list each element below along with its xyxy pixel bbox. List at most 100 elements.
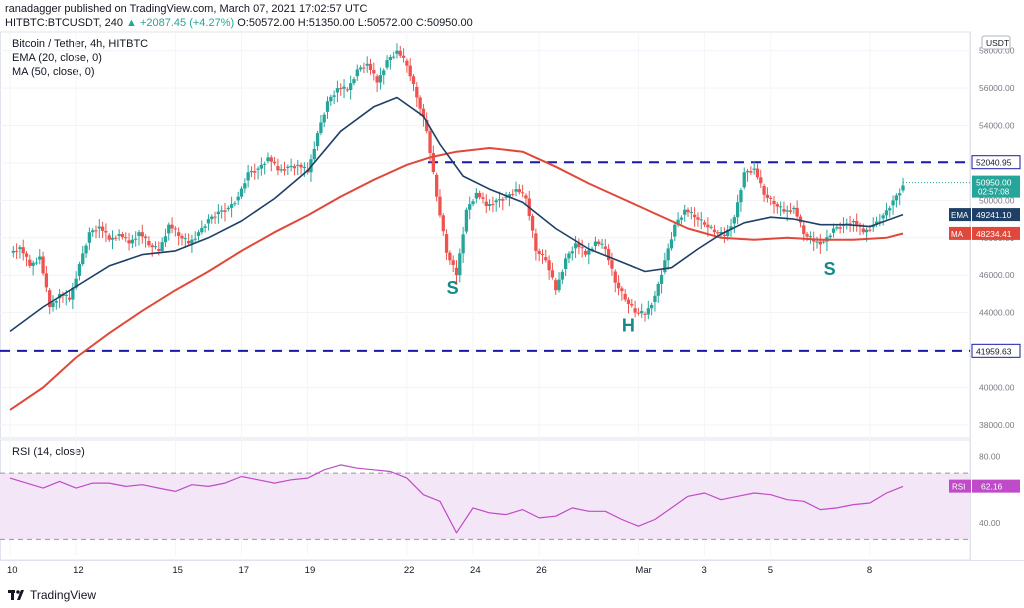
candle-body[interactable]	[160, 242, 164, 251]
candle-body[interactable]	[120, 234, 125, 238]
candle-body[interactable]	[167, 224, 171, 234]
candle-body[interactable]	[537, 250, 541, 255]
candle-body[interactable]	[881, 215, 885, 219]
candle-body[interactable]	[216, 211, 221, 215]
candle-body[interactable]	[24, 253, 29, 257]
candle-body[interactable]	[835, 227, 839, 229]
candle-body[interactable]	[345, 89, 350, 91]
candle-body[interactable]	[884, 210, 889, 216]
candle-body[interactable]	[633, 308, 637, 313]
candle-body[interactable]	[355, 69, 359, 77]
candle-body[interactable]	[563, 258, 568, 269]
candle-body[interactable]	[878, 221, 882, 223]
candle-body[interactable]	[706, 224, 710, 228]
candle-body[interactable]	[150, 245, 154, 248]
candle-body[interactable]	[716, 232, 720, 234]
candle-body[interactable]	[818, 241, 822, 245]
candle-body[interactable]	[805, 234, 809, 237]
candle-body[interactable]	[659, 274, 664, 284]
candle-body[interactable]	[451, 260, 455, 265]
candle-body[interactable]	[891, 200, 895, 206]
candle-body[interactable]	[392, 56, 396, 58]
candle-body[interactable]	[517, 189, 521, 193]
candle-body[interactable]	[137, 232, 141, 236]
candle-body[interactable]	[772, 201, 776, 205]
candle-body[interactable]	[163, 236, 168, 243]
candle-body[interactable]	[613, 271, 617, 283]
candle-body[interactable]	[606, 249, 611, 261]
candle-body[interactable]	[173, 228, 178, 230]
candle-body[interactable]	[673, 224, 677, 237]
candle-body[interactable]	[196, 232, 201, 236]
candle-body[interactable]	[534, 233, 538, 251]
candle-body[interactable]	[573, 243, 578, 249]
candle-body[interactable]	[838, 227, 842, 229]
candle-body[interactable]	[213, 216, 217, 218]
candle-body[interactable]	[815, 241, 819, 243]
candle-body[interactable]	[177, 232, 181, 236]
candle-body[interactable]	[325, 101, 330, 112]
candle-body[interactable]	[593, 241, 598, 246]
candle-body[interactable]	[798, 216, 803, 223]
candle-body[interactable]	[329, 96, 333, 102]
candle-body[interactable]	[299, 164, 303, 168]
candle-body[interactable]	[107, 235, 111, 240]
candle-body[interactable]	[689, 211, 693, 213]
candle-body[interactable]	[874, 221, 879, 225]
candle-body[interactable]	[501, 199, 505, 201]
candle-body[interactable]	[636, 312, 641, 314]
ma50-line[interactable]	[9, 147, 904, 411]
candle-body[interactable]	[487, 204, 492, 206]
candle-body[interactable]	[335, 88, 340, 93]
candle-body[interactable]	[868, 229, 872, 231]
ema-legend[interactable]: EMA (20, close, 0)	[12, 52, 102, 64]
candle-body[interactable]	[415, 86, 419, 98]
candle-body[interactable]	[77, 264, 82, 276]
candle-body[interactable]	[97, 226, 101, 229]
candle-body[interactable]	[643, 313, 647, 315]
candle-body[interactable]	[385, 60, 389, 68]
candle-body[interactable]	[570, 251, 574, 254]
candle-body[interactable]	[583, 250, 588, 255]
candle-body[interactable]	[762, 186, 766, 195]
candle-body[interactable]	[425, 119, 429, 132]
candle-body[interactable]	[484, 201, 488, 206]
candle-body[interactable]	[520, 192, 525, 194]
candle-body[interactable]	[279, 169, 283, 171]
candle-body[interactable]	[504, 196, 508, 198]
candle-body[interactable]	[428, 131, 432, 153]
candle-body[interactable]	[795, 207, 799, 217]
candle-body[interactable]	[220, 210, 224, 212]
ma-legend[interactable]: MA (50, close, 0)	[12, 66, 95, 78]
candle-body[interactable]	[653, 295, 657, 303]
candle-body[interactable]	[51, 302, 55, 308]
candle-body[interactable]	[31, 262, 35, 266]
candle-body[interactable]	[511, 194, 515, 196]
candle-body[interactable]	[646, 308, 650, 315]
candle-body[interactable]	[11, 250, 15, 253]
candle-body[interactable]	[775, 204, 779, 207]
candle-body[interactable]	[395, 50, 399, 54]
candle-body[interactable]	[497, 199, 502, 201]
candle-body[interactable]	[44, 273, 49, 288]
candle-body[interactable]	[368, 63, 373, 71]
candle-body[interactable]	[458, 253, 462, 276]
candle-body[interactable]	[739, 190, 743, 203]
candle-body[interactable]	[696, 217, 700, 220]
chart-title[interactable]: Bitcoin / Tether, 4h, HITBTC	[12, 38, 149, 50]
candle-body[interactable]	[372, 70, 376, 74]
candle-body[interactable]	[894, 195, 899, 201]
candle-body[interactable]	[193, 238, 197, 240]
candle-body[interactable]	[491, 204, 495, 206]
candle-body[interactable]	[554, 280, 558, 291]
candle-body[interactable]	[67, 297, 72, 300]
candle-body[interactable]	[342, 86, 346, 89]
candle-body[interactable]	[302, 167, 307, 169]
candle-body[interactable]	[239, 188, 244, 197]
candle-body[interactable]	[557, 279, 561, 291]
candle-body[interactable]	[507, 194, 512, 197]
candle-body[interactable]	[233, 203, 237, 205]
candle-body[interactable]	[253, 171, 257, 173]
candle-body[interactable]	[206, 219, 211, 224]
